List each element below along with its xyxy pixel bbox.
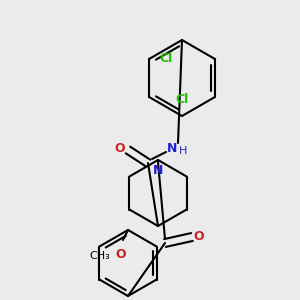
Text: N: N (153, 164, 163, 177)
Text: O: O (194, 230, 204, 242)
Text: Cl: Cl (176, 93, 189, 106)
Text: Cl: Cl (159, 52, 172, 65)
Text: O: O (115, 142, 125, 154)
Text: N: N (167, 142, 177, 154)
Text: CH₃: CH₃ (89, 251, 110, 261)
Text: H: H (179, 146, 187, 156)
Text: O: O (116, 248, 126, 261)
